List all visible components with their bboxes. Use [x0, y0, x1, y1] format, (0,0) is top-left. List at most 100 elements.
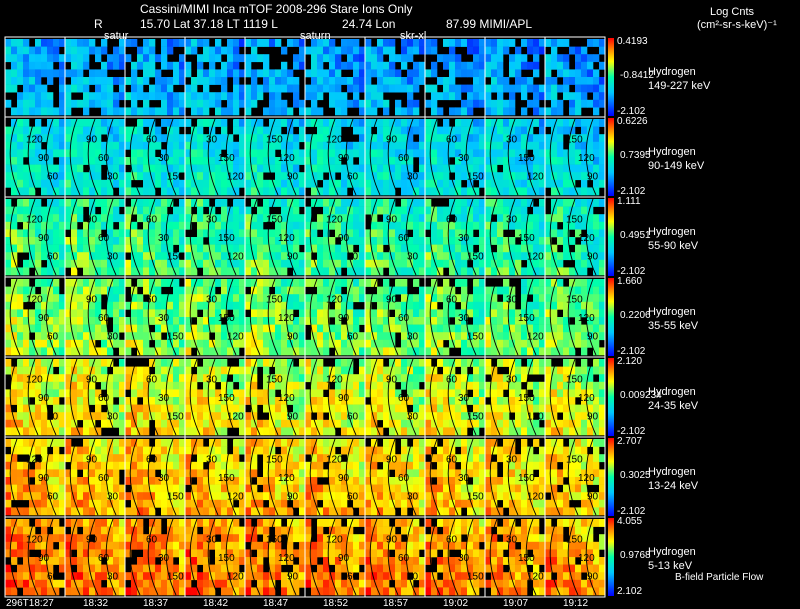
heatmap-cell — [167, 267, 174, 276]
heatmap-cell — [71, 347, 78, 356]
heatmap-cell — [473, 206, 480, 215]
heatmap-cell — [569, 199, 576, 207]
heatmap-cell — [269, 446, 276, 455]
heatmap-cell — [383, 172, 390, 181]
heatmap-cell — [263, 214, 270, 223]
heatmap-cell — [449, 126, 456, 135]
heatmap-cell — [119, 252, 126, 261]
heatmap-cell — [563, 309, 570, 318]
heatmap-cell — [251, 309, 258, 318]
heatmap-cell — [215, 446, 222, 455]
heatmap-cell — [227, 454, 234, 463]
heatmap-cell — [467, 134, 474, 143]
heatmap-cell — [359, 347, 366, 356]
heatmap-cell — [113, 54, 120, 63]
heatmap-cell — [143, 332, 150, 341]
heatmap-cell — [407, 99, 414, 108]
heatmap-cell — [59, 492, 66, 501]
heatmap-cell — [341, 206, 348, 215]
heatmap-cell — [479, 61, 486, 70]
heatmap-cell — [215, 332, 222, 341]
heatmap-cell — [173, 339, 180, 348]
heatmap-cell — [359, 427, 366, 436]
heatmap-cell — [377, 286, 384, 295]
heatmap-cell — [539, 404, 546, 413]
heatmap-cell — [437, 221, 444, 230]
heatmap-cell — [377, 267, 384, 276]
heatmap-cell — [395, 469, 402, 478]
heatmap-cell — [311, 221, 318, 230]
heatmap-cell — [287, 339, 294, 348]
heatmap-cell — [119, 294, 126, 303]
heatmap-cell — [437, 141, 444, 150]
heatmap-cell — [155, 84, 162, 93]
heatmap-cell — [23, 317, 30, 325]
heatmap-cell — [461, 99, 468, 108]
heatmap-cell — [35, 244, 42, 253]
heatmap-cell — [287, 259, 294, 268]
heatmap-cell — [29, 359, 36, 367]
heatmap-cell — [599, 149, 606, 158]
heatmap-cell — [461, 317, 468, 325]
heatmap-cell — [437, 92, 444, 101]
heatmap-cell — [23, 286, 30, 295]
heatmap-cell — [155, 259, 162, 268]
heatmap-cell — [443, 301, 450, 310]
heatmap-cell — [53, 199, 60, 207]
heatmap-cell — [449, 92, 456, 101]
heatmap-cell — [173, 366, 180, 375]
heatmap-cell — [203, 84, 210, 93]
heatmap-cell — [473, 99, 480, 108]
heatmap-cell — [599, 199, 606, 207]
heatmap-cell — [233, 229, 240, 238]
heatmap-cell — [101, 446, 108, 455]
heatmap-cell — [353, 206, 360, 215]
heatmap-cell — [95, 484, 102, 493]
heatmap-cell — [371, 461, 378, 470]
heatmap-cell — [167, 347, 174, 356]
heatmap-cell — [449, 107, 456, 116]
heatmap-cell — [293, 77, 300, 85]
heatmap-cell — [305, 366, 312, 375]
heatmap-cell — [461, 267, 468, 276]
heatmap-cell — [23, 259, 30, 268]
heatmap-cell — [389, 324, 396, 333]
heatmap-cell — [89, 366, 96, 375]
heatmap-cell — [557, 134, 564, 143]
heatmap-cell — [599, 366, 606, 375]
heatmap-cell — [197, 206, 204, 215]
heatmap-cell — [497, 381, 504, 390]
heatmap-cell — [149, 46, 156, 55]
heatmap-cell — [593, 366, 600, 375]
heatmap-cell — [377, 141, 384, 150]
heatmap-cell — [377, 221, 384, 230]
heatmap-cell — [323, 301, 330, 310]
heatmap-cell — [161, 301, 168, 310]
heatmap-cell — [203, 309, 210, 318]
heatmap-cell — [125, 404, 132, 413]
heatmap-cell — [239, 126, 246, 135]
heatmap-cell — [383, 419, 390, 428]
heatmap-cell — [263, 301, 270, 310]
heatmap-cell — [167, 134, 174, 143]
heatmap-cell — [473, 412, 480, 421]
heatmap-cell — [329, 119, 336, 127]
heatmap-cell — [563, 199, 570, 207]
heatmap-cell — [59, 317, 66, 325]
heatmap-cell — [299, 374, 306, 383]
heatmap-cell — [5, 412, 12, 421]
heatmap-cell — [371, 69, 378, 78]
heatmap-cell — [197, 324, 204, 333]
heatmap-cell — [383, 412, 390, 421]
heatmap-cell — [515, 187, 522, 196]
heatmap-cell — [95, 221, 102, 230]
heatmap-cell — [401, 339, 408, 348]
heatmap-cell — [317, 164, 324, 173]
heatmap-cell — [101, 157, 108, 165]
heatmap-cell — [233, 412, 240, 421]
heatmap-cell — [293, 419, 300, 428]
heatmap-cell — [545, 332, 552, 341]
heatmap-cell — [473, 187, 480, 196]
heatmap-cell — [323, 404, 330, 413]
heatmap-cell — [509, 149, 516, 158]
